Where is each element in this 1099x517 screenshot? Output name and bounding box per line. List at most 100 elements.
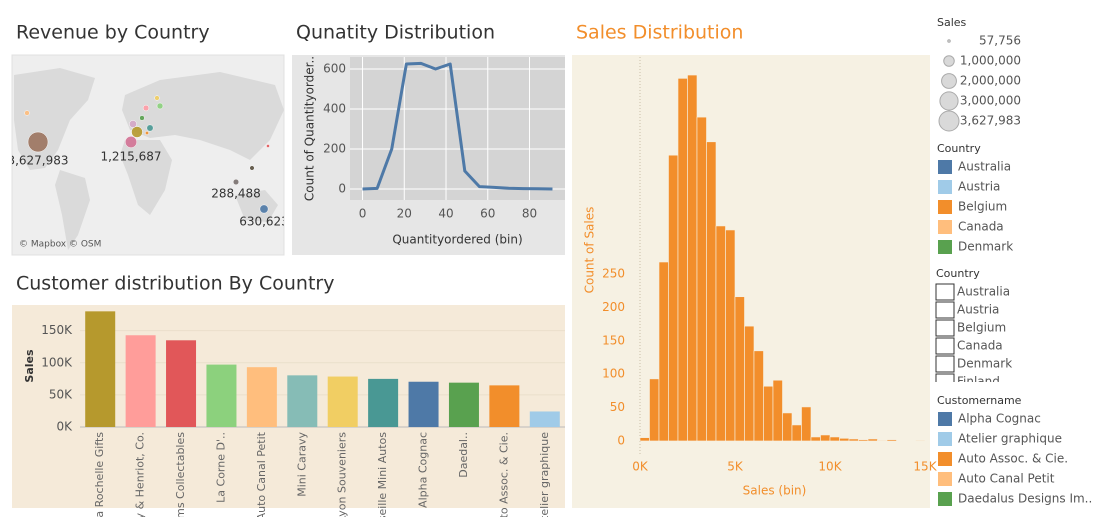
histogram-bar [639, 437, 650, 442]
bar [529, 411, 560, 427]
legend-title: Customername [937, 394, 1022, 407]
chart-title: Revenue by Country [16, 22, 210, 44]
legend-swatch[interactable] [938, 472, 952, 486]
y-tick-label: 150 [602, 333, 625, 347]
x-tick-label: 10K [818, 460, 842, 474]
bubble [259, 204, 269, 214]
checkbox[interactable] [935, 283, 955, 301]
size-swatch [947, 39, 951, 43]
histogram-bar [696, 116, 707, 442]
legend-label: Atelier graphique [958, 432, 1062, 446]
filter-label[interactable]: Belgium [957, 321, 1006, 335]
histogram-bar [820, 434, 831, 442]
size-swatch [943, 55, 955, 67]
bubble [139, 115, 145, 121]
x-tick-label: 0K [632, 460, 649, 474]
histogram-bar [848, 438, 859, 442]
legend-swatch[interactable] [938, 432, 952, 446]
legend-label: Belgium [958, 200, 1007, 214]
bubble [232, 178, 240, 186]
histogram-bar [668, 154, 679, 442]
x-tick-label: 40 [438, 207, 453, 221]
x-tick-label: 15K [913, 460, 937, 474]
legend-swatch[interactable] [938, 200, 952, 214]
legend-swatch[interactable] [938, 220, 952, 234]
bubble [146, 124, 154, 132]
legend-label: Australia [958, 160, 1011, 174]
y-tick-label: 150K [41, 323, 73, 337]
size-swatch [941, 73, 957, 89]
bar [246, 367, 277, 427]
legend-swatch[interactable] [938, 412, 952, 426]
x-tick-label: Auto Canal Petit [255, 431, 268, 517]
legend-swatch[interactable] [938, 160, 952, 174]
filter-label[interactable]: Denmark [957, 357, 1012, 371]
histogram-bar [725, 229, 736, 442]
bar [125, 335, 156, 427]
checkbox[interactable] [935, 337, 955, 355]
bar [85, 311, 116, 427]
y-tick-label: 100 [602, 367, 625, 381]
legend-title: Country [937, 142, 981, 155]
filter-label[interactable]: Finland [957, 375, 1000, 389]
bar [408, 381, 439, 427]
legend-swatch[interactable] [938, 452, 952, 466]
histogram-bar [772, 379, 783, 442]
x-tick-label: Reims Collectables [174, 432, 187, 517]
histogram-bar [782, 412, 793, 442]
filter-label[interactable]: Canada [957, 339, 1003, 353]
x-tick-label: Auto Assoc. & Cie. [497, 432, 510, 517]
histogram-bar [791, 424, 802, 442]
land [55, 170, 90, 250]
x-axis-label: Sales (bin) [743, 484, 807, 498]
size-swatch [938, 110, 960, 132]
bar [327, 376, 358, 427]
filter-label[interactable]: Austria [957, 303, 999, 317]
y-tick-label: 50 [610, 400, 625, 414]
bubble-label: 3,627,983 [7, 154, 68, 168]
legend-label: Canada [958, 220, 1004, 234]
bubble [156, 102, 164, 110]
bar [448, 382, 479, 427]
histogram-bar [801, 406, 812, 442]
checkbox[interactable] [935, 319, 955, 337]
filter-list: Australia Austria Belgium Canada Denmark Finl… [935, 283, 1012, 390]
checkbox[interactable] [935, 355, 955, 373]
legend-swatch[interactable] [938, 180, 952, 194]
legend-label: 1,000,000 [960, 54, 1021, 68]
x-tick-label: Marseille Mini Autos [376, 432, 389, 517]
chart-title: Customer distribution By Country [16, 273, 334, 295]
checkbox[interactable] [935, 373, 955, 390]
bar [166, 340, 197, 427]
bar [287, 375, 318, 427]
legend-label: 3,627,983 [960, 114, 1021, 128]
y-tick-label: 600 [323, 62, 346, 76]
legend-title: Sales [937, 16, 967, 29]
bar [489, 385, 520, 427]
filter-label[interactable]: Australia [957, 285, 1010, 299]
legend-label: Austria [958, 180, 1000, 194]
bubble-label: 288,488 [211, 186, 261, 200]
x-tick-label: La Rochelle Gifts [93, 432, 106, 517]
histogram-bar [753, 350, 764, 442]
legend-swatch[interactable] [938, 492, 952, 506]
y-tick-label: 400 [323, 102, 346, 116]
y-axis-label: Count of Quantityorder.. [303, 56, 317, 201]
y-tick-label: 0 [338, 182, 346, 196]
histogram-bar [867, 438, 878, 442]
checkbox[interactable] [935, 301, 955, 319]
histogram-bar [649, 378, 660, 442]
map-bubbles: 3,627,983 1,215,687 288,488 630,623 [7, 95, 284, 229]
x-tick-label: 20 [397, 207, 412, 221]
histogram-bar [706, 141, 717, 442]
x-tick-label: Lyon Souveniers [336, 432, 349, 517]
land [120, 140, 172, 215]
legend-label: 2,000,000 [960, 74, 1021, 88]
legend-swatch[interactable] [938, 240, 952, 254]
histogram-bar [915, 440, 926, 442]
land [122, 72, 284, 160]
histogram-bar [810, 436, 821, 442]
histogram-bar [715, 225, 726, 442]
histogram-bar [886, 439, 897, 442]
